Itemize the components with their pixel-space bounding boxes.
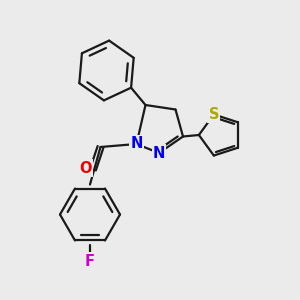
Text: N: N	[130, 136, 143, 152]
Text: S: S	[208, 107, 219, 122]
Text: N: N	[153, 146, 165, 160]
Text: F: F	[85, 254, 95, 268]
Text: O: O	[79, 160, 92, 175]
